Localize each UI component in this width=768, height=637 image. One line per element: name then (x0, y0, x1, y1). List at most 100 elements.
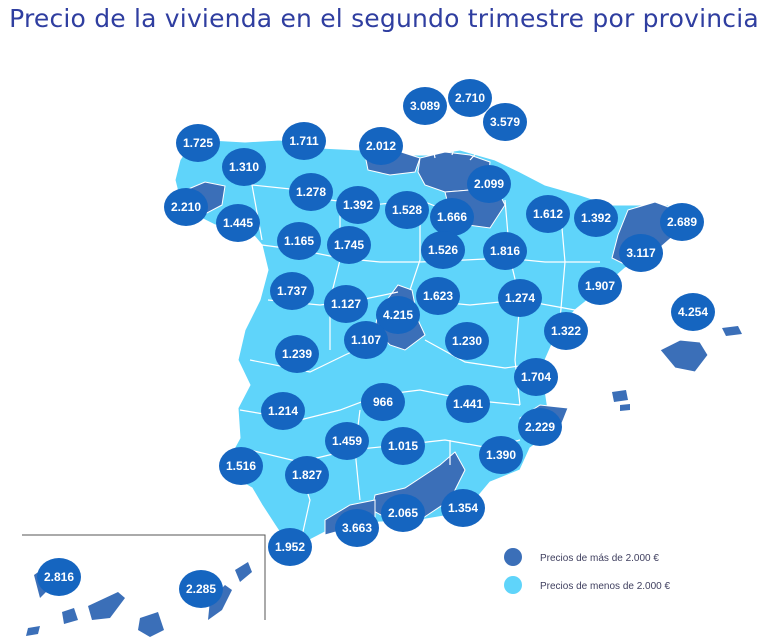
price-label-la-rioja: 1.666 (437, 210, 467, 224)
price-bubble-barcelona (619, 234, 663, 272)
map-title: Precio de la vivienda en el segundo trim… (9, 4, 759, 33)
price-bubble-leon (289, 173, 333, 211)
island-gran-canaria (138, 612, 164, 637)
price-label-baleares: 4.254 (678, 305, 708, 319)
price-label-santa-cruz-de-tenerife: 2.816 (44, 570, 74, 584)
price-bubble-santa-cruz-de-tenerife (37, 558, 81, 596)
price-bubble-cadiz (268, 528, 312, 566)
price-label-murcia: 1.354 (448, 501, 478, 515)
price-bubble-tarragona (544, 312, 588, 350)
price-label-cadiz: 1.952 (275, 540, 305, 554)
price-bubble-navarra-costa (483, 103, 527, 141)
legend-high-label: Precios de más de 2.000 € (540, 553, 659, 564)
price-bubble-ourense (216, 204, 260, 242)
price-label-palencia: 1.392 (343, 198, 373, 212)
price-label-huesca: 1.392 (581, 211, 611, 225)
price-bubble-lugo (222, 148, 266, 186)
price-bubble-huelva (219, 447, 263, 485)
province-baleares (659, 339, 709, 373)
price-label-huelva: 1.516 (226, 459, 256, 473)
price-label-girona: 2.689 (667, 215, 697, 229)
price-label-lleida: 1.907 (585, 279, 615, 293)
legend-low-label: Precios de menos de 2.000 € (540, 581, 671, 592)
price-label-ourense: 1.445 (223, 216, 253, 230)
island-fuerteventura (208, 585, 232, 620)
price-label-ciudad-real: 966 (373, 395, 393, 409)
price-label-avila: 1.127 (331, 297, 361, 311)
price-bubble-baleares (671, 293, 715, 331)
price-label-jaen: 1.015 (388, 439, 418, 453)
price-label-soria: 1.526 (428, 243, 458, 257)
price-label-cuenca: 1.230 (452, 334, 482, 348)
price-label-toledo: 1.107 (351, 333, 381, 347)
price-bubble-albacete (446, 385, 490, 423)
price-label-tarragona: 1.322 (551, 324, 581, 338)
price-label-cordoba: 1.459 (332, 434, 362, 448)
price-bubble-cuenca (445, 322, 489, 360)
price-bubble-toledo (344, 321, 388, 359)
price-label-zaragoza: 1.816 (490, 244, 520, 258)
price-bubble-zamora (277, 222, 321, 260)
price-bubble-sevilla (285, 456, 329, 494)
price-label-navarra-costa: 3.579 (490, 115, 520, 129)
price-label-guadalajara: 1.623 (423, 289, 453, 303)
price-label-navarra: 1.612 (533, 207, 563, 221)
price-label-leon: 1.278 (296, 185, 326, 199)
price-bubble-zaragoza (483, 232, 527, 270)
price-bubbles: 1.725 1.310 1.711 2.012 3.089 2.710 3.579 2.099… (37, 79, 715, 608)
price-bubble-madrid (376, 296, 420, 334)
price-bubble-lleida (578, 267, 622, 305)
price-bubble-alava (467, 165, 511, 203)
price-bubble-badajoz (261, 392, 305, 430)
price-label-malaga: 3.663 (342, 521, 372, 535)
price-label-sevilla: 1.827 (292, 468, 322, 482)
price-bubble-las-palmas (179, 570, 223, 608)
island-tenerife (88, 592, 125, 620)
price-bubble-guadalajara (416, 277, 460, 315)
island-el-hierro (26, 626, 40, 636)
price-label-barcelona: 3.117 (626, 246, 656, 260)
province-ibiza (612, 390, 628, 402)
price-label-alicante: 1.390 (486, 448, 516, 462)
price-bubble-bizkaia (403, 87, 447, 125)
price-label-caceres: 1.239 (282, 347, 312, 361)
price-bubble-malaga (335, 509, 379, 547)
price-bubble-valladolid (327, 226, 371, 264)
price-bubble-granada (381, 494, 425, 532)
price-bubble-salamanca (270, 272, 314, 310)
price-label-cantabria: 2.012 (366, 139, 396, 153)
price-bubble-cordoba (325, 422, 369, 460)
price-label-alava: 2.099 (474, 177, 504, 191)
price-label-valladolid: 1.745 (334, 238, 364, 252)
price-label-castellon: 1.704 (521, 370, 551, 384)
price-bubble-asturias (282, 122, 326, 160)
legend-high-swatch (504, 548, 522, 566)
price-label-burgos: 1.528 (392, 203, 422, 217)
price-label-lugo: 1.310 (229, 160, 259, 174)
canary-islands-inset (22, 534, 266, 637)
price-label-gipuzkoa: 2.710 (455, 91, 485, 105)
price-label-madrid: 4.215 (383, 308, 413, 322)
price-bubble-murcia (441, 489, 485, 527)
price-bubble-gipuzkoa (448, 79, 492, 117)
island-lanzarote (235, 562, 252, 582)
price-label-asturias: 1.711 (289, 134, 319, 148)
price-bubble-teruel (498, 279, 542, 317)
price-bubble-a-coruna (176, 124, 220, 162)
price-label-badajoz: 1.214 (268, 404, 298, 418)
price-bubble-valencia (518, 408, 562, 446)
price-bubble-cantabria (359, 127, 403, 165)
price-label-teruel: 1.274 (505, 291, 535, 305)
legend-low-swatch (504, 576, 522, 594)
inset-frame (22, 534, 266, 620)
price-bubble-jaen (381, 427, 425, 465)
price-bubble-palencia (336, 186, 380, 224)
price-label-pontevedra: 2.210 (171, 200, 201, 214)
price-label-bizkaia: 3.089 (410, 99, 440, 113)
price-bubble-alicante (479, 436, 523, 474)
legend: Precios de más de 2.000 € Precios de men… (504, 548, 671, 594)
province-menorca (722, 326, 742, 336)
price-bubble-huesca (574, 199, 618, 237)
island-la-gomera (62, 608, 78, 624)
